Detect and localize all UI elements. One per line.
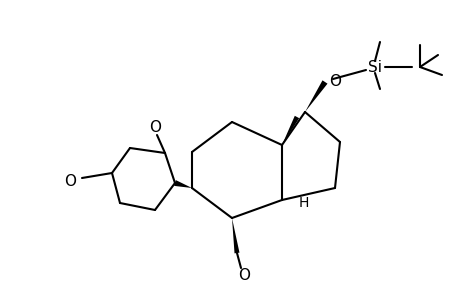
- Text: O: O: [237, 268, 249, 284]
- Text: O: O: [328, 74, 340, 88]
- Polygon shape: [174, 180, 191, 188]
- Polygon shape: [281, 116, 298, 145]
- Text: O: O: [149, 119, 161, 134]
- Polygon shape: [231, 218, 239, 254]
- Polygon shape: [304, 80, 327, 112]
- Text: Si: Si: [367, 59, 381, 74]
- Text: O: O: [64, 173, 76, 188]
- Text: H: H: [298, 196, 308, 210]
